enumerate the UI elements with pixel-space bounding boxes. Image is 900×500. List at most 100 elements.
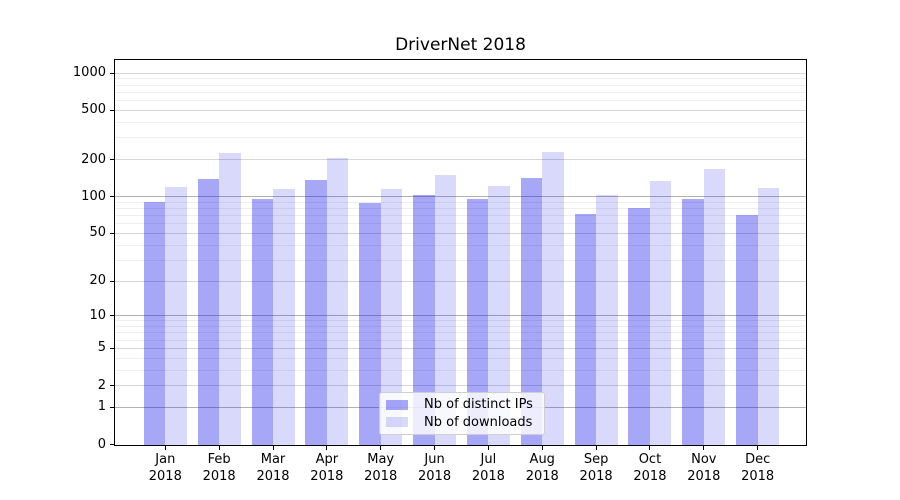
bar-downloads — [273, 189, 295, 445]
x-tick-label: Jun 2018 — [400, 451, 470, 485]
x-tick-mark — [380, 446, 382, 450]
x-tick-year: 2018 — [579, 469, 613, 484]
gridline — [115, 280, 806, 282]
gridline — [115, 315, 806, 317]
x-tick-mark — [595, 446, 597, 450]
x-tick-label: Nov 2018 — [669, 451, 739, 485]
x-tick-year: 2018 — [364, 469, 398, 484]
bar-downloads — [380, 188, 403, 445]
x-tick-label: Aug 2018 — [507, 451, 577, 485]
x-tick-year: 2018 — [310, 469, 344, 484]
bar-distinct-ips — [682, 198, 704, 445]
y-tick-label: 10 — [89, 307, 106, 323]
gridline-minor — [115, 201, 806, 203]
x-tick-mark — [272, 446, 274, 450]
x-tick-year: 2018 — [471, 469, 505, 484]
x-tick-mark — [164, 446, 166, 450]
bar-distinct-ips — [413, 194, 435, 445]
x-tick-year: 2018 — [202, 469, 236, 484]
x-tick-label: Dec 2018 — [723, 451, 793, 485]
legend: Nb of distinct IPs Nb of downloads — [379, 392, 545, 435]
y-tick-mark — [110, 109, 114, 111]
bar-distinct-ips — [305, 179, 327, 445]
x-tick-mark — [757, 446, 759, 450]
x-tick-label: Mar 2018 — [238, 451, 308, 485]
y-tick-mark — [110, 347, 114, 349]
x-tick-month: Nov — [691, 452, 717, 467]
x-tick-year: 2018 — [687, 469, 721, 484]
x-tick-month: Mar — [260, 452, 286, 467]
x-tick-month: Jan — [155, 452, 176, 467]
x-tick-year: 2018 — [633, 469, 667, 484]
y-tick-mark — [110, 196, 114, 198]
y-tick-label: 1 — [97, 399, 106, 415]
gridline-minor — [115, 137, 806, 139]
bar-downloads — [326, 157, 349, 445]
x-tick-month: Dec — [745, 452, 771, 467]
gridline-minor — [115, 244, 806, 246]
x-tick-mark — [703, 446, 705, 450]
bar-distinct-ips — [251, 198, 273, 445]
x-tick-month: Sep — [583, 452, 609, 467]
x-tick-month: Jun — [424, 452, 445, 467]
gridline-minor — [115, 121, 806, 123]
bar-downloads — [434, 175, 457, 445]
gridline — [115, 109, 806, 111]
y-tick-mark — [110, 159, 114, 161]
bar-downloads — [649, 181, 672, 445]
x-tick-label: Feb 2018 — [184, 451, 254, 485]
bar-downloads — [488, 185, 510, 445]
bar-distinct-ips — [628, 207, 650, 445]
x-tick-mark — [434, 446, 436, 450]
y-tick-label: 50 — [89, 225, 106, 241]
y-tick-label: 1000 — [72, 65, 106, 81]
x-tick-label: Oct 2018 — [615, 451, 685, 485]
gridline — [115, 232, 806, 234]
chart-title: DriverNet 2018 — [395, 35, 526, 55]
gridline-minor — [115, 91, 806, 93]
gridline-minor — [115, 215, 806, 217]
gridline — [115, 385, 806, 387]
x-tick-mark — [541, 446, 543, 450]
legend-item-downloads: Nb of downloads — [386, 415, 538, 430]
bar-distinct-ips — [574, 214, 597, 445]
bar-downloads — [542, 152, 564, 445]
x-tick-label: Apr 2018 — [292, 451, 362, 485]
gridline-minor — [115, 357, 806, 359]
bar-distinct-ips — [359, 202, 381, 445]
gridline-minor — [115, 259, 806, 261]
bar-distinct-ips — [736, 214, 758, 445]
x-tick-label: May 2018 — [346, 451, 416, 485]
bar-distinct-ips — [520, 177, 543, 445]
bar-downloads — [596, 194, 618, 445]
gridline-minor — [115, 369, 806, 371]
bar-downloads — [703, 168, 726, 445]
legend-label-distinct-ips: Nb of distinct IPs — [424, 397, 533, 413]
x-tick-label: Jan 2018 — [130, 451, 200, 485]
y-tick-mark — [110, 406, 114, 408]
y-tick-label: 200 — [81, 151, 106, 167]
y-tick-mark — [110, 280, 114, 282]
x-tick-mark — [218, 446, 220, 450]
bar-distinct-ips — [466, 198, 489, 445]
gridline — [115, 347, 806, 349]
gridline-minor — [115, 320, 806, 322]
x-tick-label: Sep 2018 — [561, 451, 631, 485]
bar-downloads — [165, 187, 187, 445]
gridline-minor — [115, 84, 806, 86]
gridline-minor — [115, 339, 806, 341]
x-tick-month: Aug — [529, 452, 555, 467]
gridline-minor — [115, 326, 806, 328]
y-tick-mark — [110, 385, 114, 387]
x-tick-label: Jul 2018 — [453, 451, 523, 485]
bar-downloads — [219, 152, 241, 445]
y-tick-mark — [110, 232, 114, 234]
x-tick-mark — [326, 446, 328, 450]
legend-label-downloads: Nb of downloads — [424, 414, 533, 430]
legend-swatch-downloads — [386, 417, 408, 428]
gridline — [115, 159, 806, 161]
y-tick-label: 100 — [81, 188, 106, 204]
x-tick-month: Jul — [480, 452, 497, 467]
bar-distinct-ips — [143, 201, 166, 445]
